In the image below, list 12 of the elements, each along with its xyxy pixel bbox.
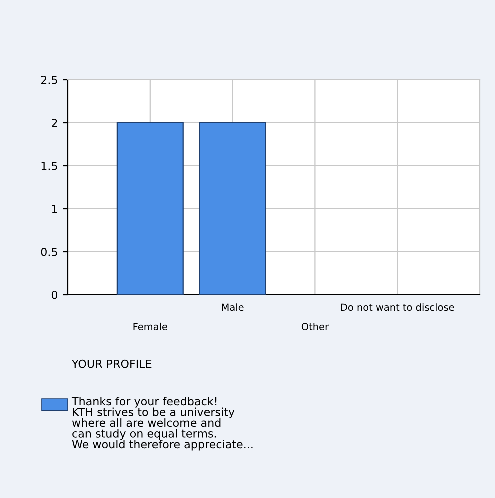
y-tick-label: 2.5 — [41, 76, 58, 84]
y-tick-label: 0 — [52, 290, 58, 300]
y-tick-label: 1.5 — [42, 162, 58, 170]
legend-title: YOUR PROFILE — [72, 360, 152, 368]
y-tick-label: 0.5 — [41, 248, 58, 256]
x-tick-label: Female — [134, 322, 168, 330]
legend-label: Thanks for your feedback! KTH strives to be a university where all are welcome and can study on equal terms. We would therefore appreciate... — [72, 397, 253, 451]
x-tick-label: Do not want to disclose — [341, 304, 454, 312]
x-tick-label: Male — [222, 304, 244, 312]
y-tick-label: 2 — [52, 118, 58, 128]
y-tick-label: 1 — [52, 205, 58, 214]
x-tick-label: Other — [302, 322, 329, 330]
